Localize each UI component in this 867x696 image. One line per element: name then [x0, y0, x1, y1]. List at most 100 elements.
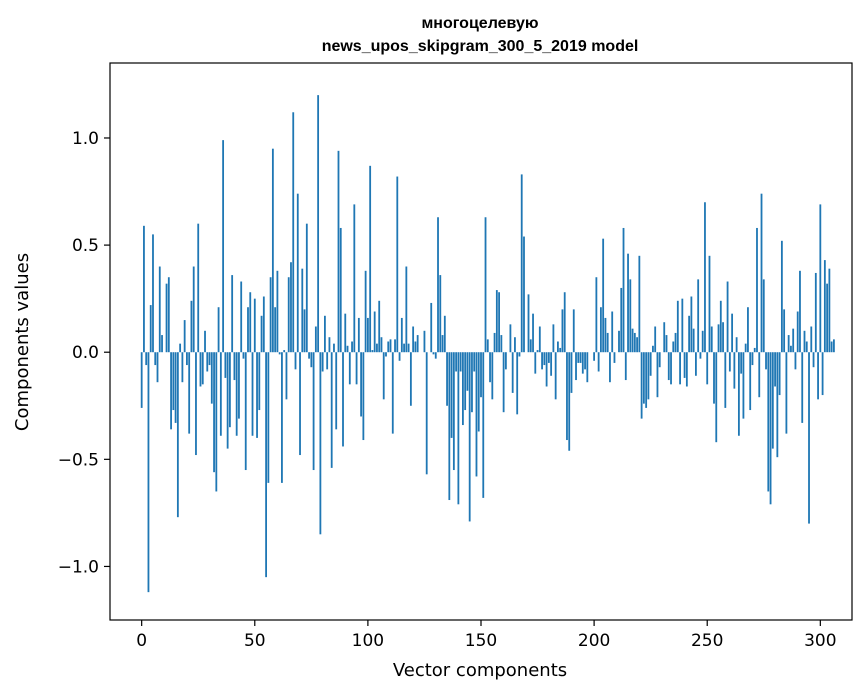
bar: [833, 339, 835, 353]
x-tick-label: 200: [578, 631, 610, 651]
bar: [695, 352, 697, 376]
bar: [799, 270, 801, 353]
bar: [326, 352, 329, 370]
bar: [450, 352, 453, 438]
bar: [430, 302, 433, 353]
bar: [364, 270, 367, 353]
bar: [262, 296, 265, 353]
bar: [609, 352, 611, 383]
bar: [471, 352, 473, 413]
bar: [174, 352, 177, 423]
bar: [412, 326, 415, 353]
bar: [570, 352, 573, 393]
bar: [353, 204, 356, 353]
bar: [482, 352, 485, 498]
bar: [568, 352, 571, 451]
bar: [674, 332, 677, 353]
bar: [611, 311, 614, 353]
bar: [210, 352, 213, 404]
bar: [235, 352, 238, 436]
bar: [627, 253, 629, 353]
bar: [814, 272, 817, 353]
bar: [523, 236, 525, 353]
bar: [152, 234, 154, 353]
y-axis-ticks: −1.0 −0.5 0.0 0.5 1.0: [58, 129, 110, 577]
bar: [165, 283, 168, 353]
bar: [493, 332, 496, 353]
bar: [620, 287, 623, 353]
bar: [762, 279, 765, 353]
bar: [726, 281, 729, 353]
x-tick-label: 300: [804, 631, 836, 651]
bar: [143, 225, 145, 353]
bar: [240, 281, 243, 353]
bar: [201, 352, 204, 385]
bar: [647, 352, 650, 400]
bar: [545, 352, 548, 387]
y-axis-label: Components values: [12, 253, 33, 431]
bar: [432, 352, 435, 355]
bar: [586, 352, 589, 383]
bar: [328, 337, 331, 353]
bar: [319, 352, 322, 535]
bar: [233, 352, 236, 381]
x-tick-label: 150: [465, 631, 497, 651]
bar: [753, 347, 756, 353]
bar: [536, 350, 539, 353]
bar: [708, 255, 711, 353]
bar: [812, 352, 815, 368]
bar: [532, 313, 534, 353]
bar: [179, 343, 182, 353]
bar: [290, 262, 292, 353]
bar: [758, 352, 761, 398]
bar: [337, 150, 340, 353]
y-tick-label: −1.0: [58, 557, 99, 577]
bar: [407, 343, 410, 353]
bar: [688, 315, 691, 353]
bar: [652, 345, 654, 353]
bar: [742, 352, 745, 419]
bar: [195, 352, 197, 456]
bar: [348, 352, 351, 385]
bar: [667, 352, 670, 381]
bar: [299, 352, 301, 456]
bar: [704, 202, 706, 353]
bar: [719, 300, 722, 353]
bar: [423, 330, 426, 353]
x-tick-label: 100: [352, 631, 384, 651]
bar: [158, 266, 161, 353]
bar: [396, 176, 399, 353]
x-axis-ticks: 0 50 100 150 200 250 300: [136, 620, 837, 651]
bar: [339, 227, 342, 353]
bar: [577, 352, 580, 363]
bar: [224, 352, 227, 378]
bar: [692, 328, 695, 353]
bar: [183, 320, 186, 353]
bar: [640, 352, 643, 419]
bar: [321, 352, 324, 372]
bar: [509, 324, 512, 353]
bar: [335, 352, 338, 430]
bar: [398, 352, 401, 361]
bar: [380, 337, 383, 353]
bar: [360, 352, 363, 417]
bar: [373, 311, 376, 353]
bar: [778, 352, 781, 396]
bar: [369, 165, 372, 353]
bar: [563, 292, 566, 353]
bar: [425, 352, 428, 475]
bar: [271, 148, 274, 353]
bar: [717, 324, 720, 353]
bar: [192, 266, 195, 353]
bar: [783, 309, 786, 353]
bar: [292, 112, 295, 353]
bar: [473, 352, 476, 372]
x-tick-label: 0: [136, 631, 147, 651]
bar: [342, 352, 344, 447]
bar: [317, 95, 320, 353]
bar: [780, 240, 783, 353]
bar: [188, 352, 191, 434]
bar: [324, 315, 326, 353]
bar: [805, 341, 808, 353]
